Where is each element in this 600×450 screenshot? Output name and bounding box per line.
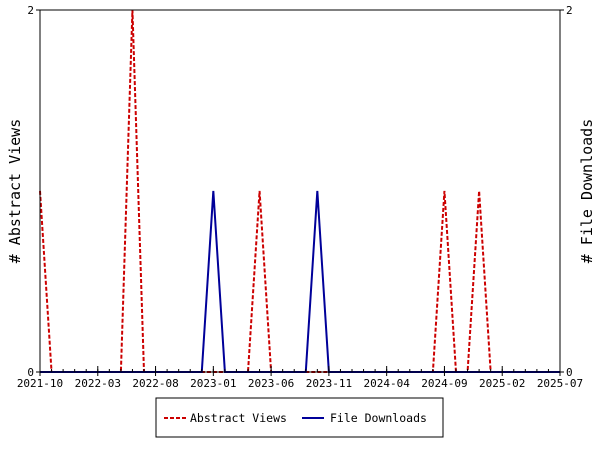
legend-label-file-downloads: File Downloads (330, 411, 427, 425)
y-tick-label: 0 (27, 366, 34, 379)
y2-tick-label: 0 (566, 366, 573, 379)
y-axis-title: # Abstract Views (6, 119, 24, 264)
x-tick-label: 2024-04 (363, 377, 410, 390)
legend-label-abstract-views: Abstract Views (190, 411, 287, 425)
x-tick-label: 2024-09 (421, 377, 467, 390)
chart-axes: 2021-10 2022-03 2022-08 2023-01 2023-06 2023-… (17, 4, 583, 390)
x-tick-label: 2023-06 (248, 377, 294, 390)
y-tick-label: 2 (27, 4, 34, 17)
legend-box (155, 397, 444, 438)
x-tick-label: 2023-11 (306, 377, 352, 390)
x-tick-label: 2022-03 (75, 377, 121, 390)
x-tick-label: 2022-08 (132, 377, 178, 390)
y2-tick-label: 2 (566, 4, 573, 17)
x-tick-label: 2023-01 (190, 377, 236, 390)
plot-area-frame (39, 9, 561, 373)
x-tick-label: 2021-10 (17, 377, 63, 390)
x-tick-label: 2025-02 (479, 377, 525, 390)
y2-axis-title: # File Downloads (578, 119, 596, 264)
chart-legend: Abstract Views File Downloads (155, 397, 444, 438)
x-tick-label: 2025-07 (537, 377, 583, 390)
